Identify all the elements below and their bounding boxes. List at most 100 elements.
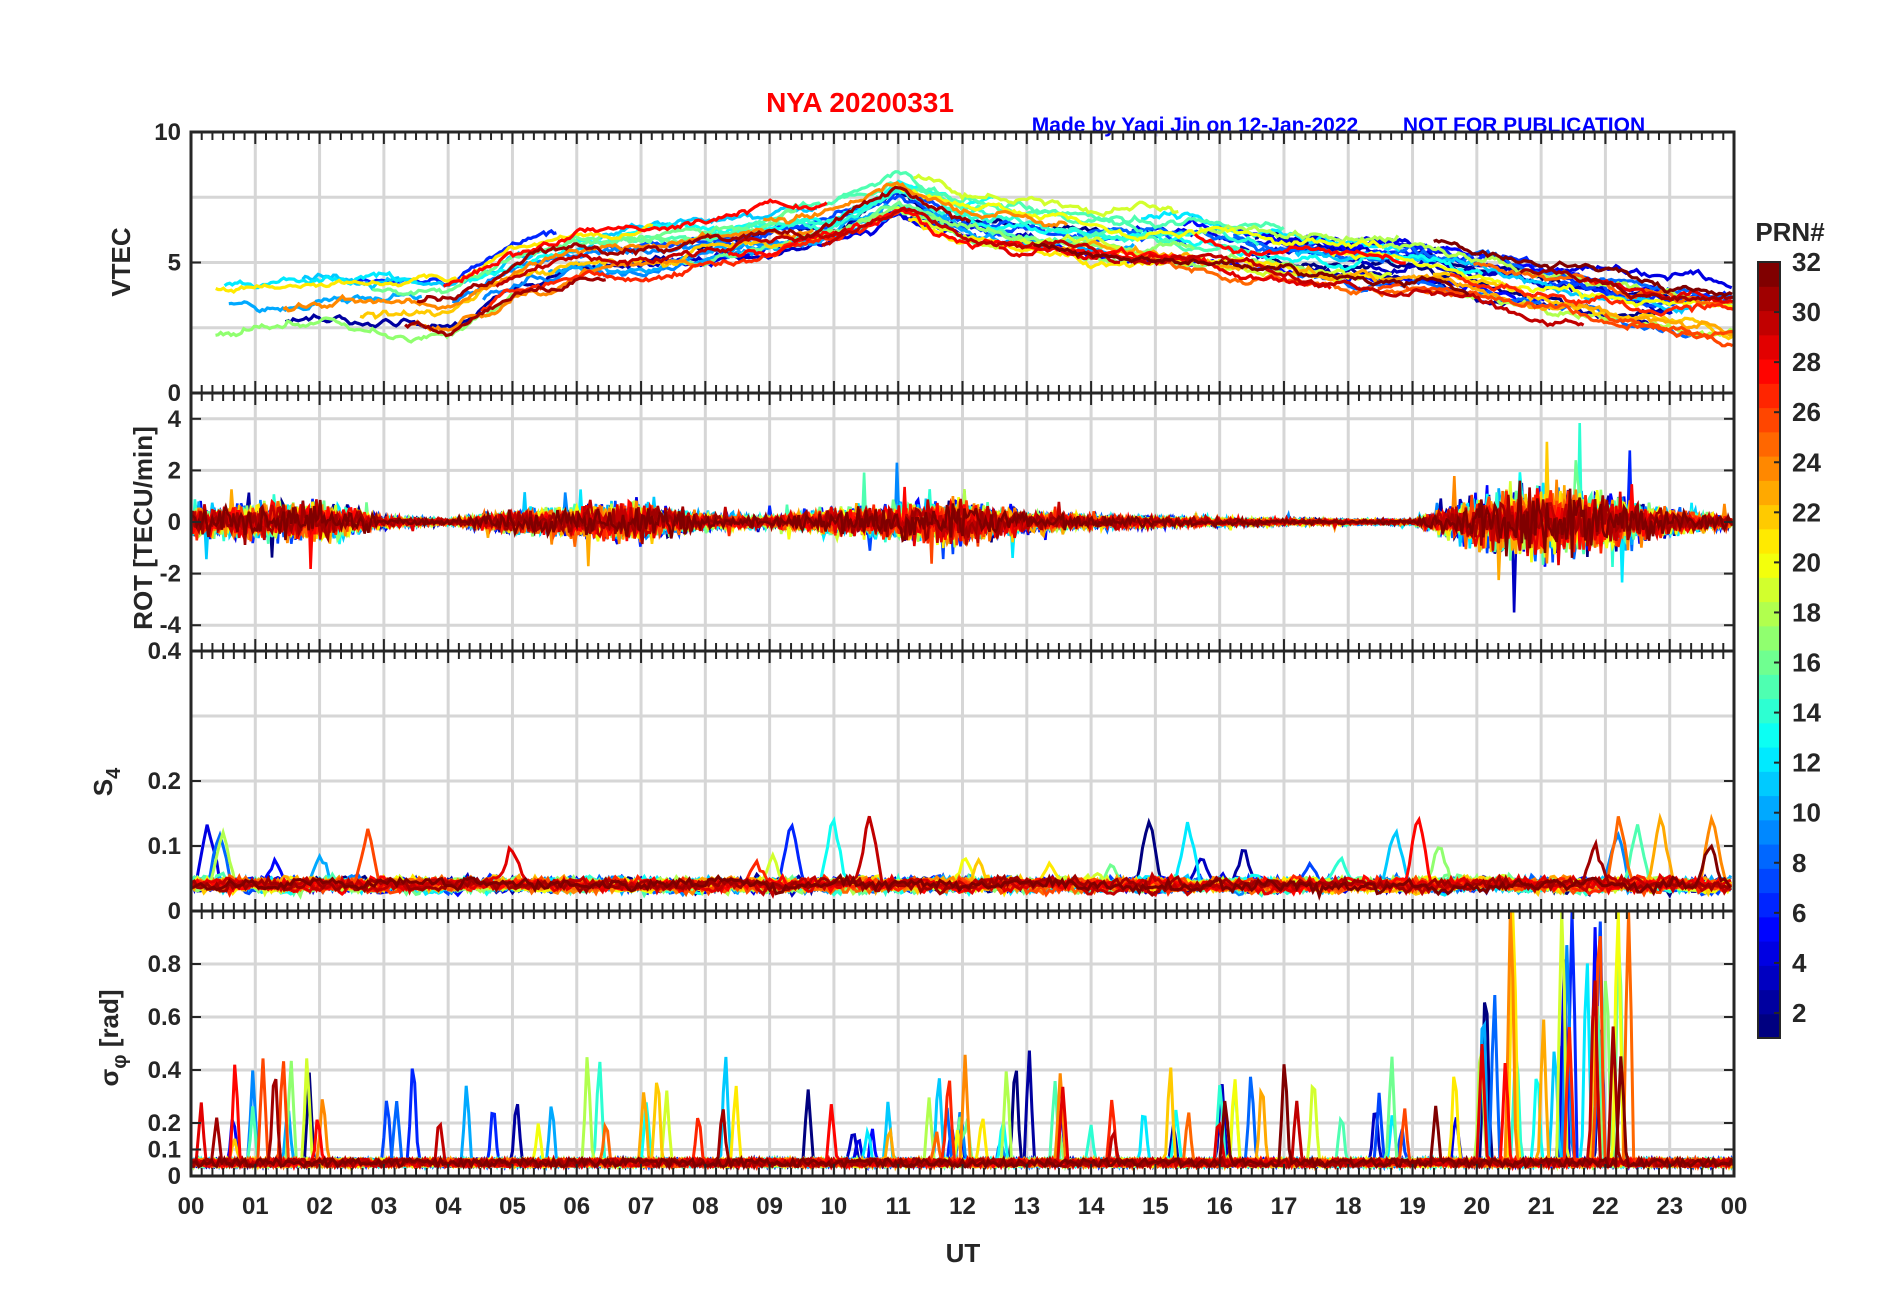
vtec-series-prn-31 — [404, 276, 607, 338]
colorbar-segment — [1758, 383, 1780, 409]
colorbar-segment — [1758, 262, 1780, 287]
x-tick-label: 16 — [1206, 1193, 1233, 1220]
colorbar-segment — [1758, 819, 1780, 845]
vtec-series-prn-24 — [282, 227, 814, 313]
vtec-series-prn-30 — [1132, 252, 1585, 328]
y-tick-label: 0 — [168, 509, 181, 536]
x-tick-label: 19 — [1399, 1193, 1426, 1220]
vtec-series-prn-20 — [1331, 250, 1735, 309]
x-tick-label: 10 — [821, 1193, 848, 1220]
colorbar-segment — [1758, 989, 1780, 1015]
s4-lines — [189, 812, 1733, 901]
y-tick-label: 0 — [168, 1163, 181, 1190]
vtec-series-prn-32 — [1033, 242, 1470, 296]
vtec-yticks: 0 5 10 — [154, 119, 181, 407]
sigma-phi-yticks: 00.10.2 0.4 0.6 0.8 — [148, 951, 182, 1190]
y-tick-label: -2 — [160, 561, 181, 588]
vtec-series-prn-32 — [1433, 238, 1733, 297]
y-tick-label: 10 — [154, 119, 181, 146]
y-tick-label: 5 — [168, 250, 181, 277]
colorbar-tick-label: 32 — [1792, 247, 1821, 277]
x-tick-label: 17 — [1271, 1193, 1298, 1220]
vtec-panel: 0 5 10 — [154, 119, 1736, 407]
vtec-series-prn-27 — [1449, 273, 1734, 318]
colorbar-segment — [1758, 407, 1780, 433]
colorbar-segment — [1758, 941, 1780, 966]
rot-ylabel: ROT [TECU/min] — [128, 426, 158, 630]
colorbar-tick-label: 4 — [1792, 948, 1807, 978]
colorbar-tick-label: 20 — [1792, 547, 1821, 577]
colorbar-segment — [1758, 892, 1780, 918]
colorbar-segment — [1758, 577, 1780, 603]
station-date-title: NYA 20200331 — [766, 87, 954, 118]
vtec-series-prn-18 — [1381, 242, 1735, 308]
colorbar-segment — [1758, 310, 1780, 336]
s4-ylabel: S4 — [88, 767, 125, 796]
x-tick-label: 15 — [1142, 1193, 1169, 1220]
colorbar-tick-label: 28 — [1792, 347, 1821, 377]
colorbar-tick-label: 24 — [1792, 447, 1821, 477]
rot-series-prn-32 — [190, 480, 1733, 558]
y-tick-label: 0.4 — [148, 638, 182, 665]
x-tick-label: 22 — [1592, 1193, 1619, 1220]
vtec-series-prn-20 — [890, 183, 1382, 250]
notice-text: NOT FOR PUBLICATION — [1403, 114, 1645, 137]
y-tick-label: 4 — [168, 406, 182, 433]
y-tick-label: 2 — [168, 457, 181, 484]
x-tick-label: 21 — [1528, 1193, 1555, 1220]
colorbar-segment — [1758, 359, 1780, 384]
colorbar-segment — [1758, 456, 1780, 481]
y-tick-label: 0.2 — [148, 1110, 181, 1137]
colorbar-segment — [1758, 528, 1780, 554]
x-tick-label: 08 — [692, 1193, 719, 1220]
vtec-series-prn-4 — [1528, 259, 1733, 290]
x-tick-labels: 00 01 02 03 04 05 06 07 08 09 10 11 12 13 14 15 16 17 18 19… — [178, 1193, 1748, 1220]
colorbar-tick-label: 16 — [1792, 648, 1821, 678]
colorbar-tick-label: 18 — [1792, 597, 1821, 627]
colorbar-frame — [1757, 261, 1781, 1039]
vtec-lines — [215, 170, 1735, 348]
colorbar-tick-label: 6 — [1792, 898, 1806, 928]
x-tick-label: 07 — [628, 1193, 655, 1220]
rot-lines — [189, 422, 1734, 613]
colorbar-tick-label: 30 — [1792, 297, 1821, 327]
vtec-series-prn-30 — [495, 226, 848, 288]
s4-yticks: 0 0.1 0.2 0.4 — [148, 638, 182, 925]
x-tick-label: 05 — [499, 1193, 526, 1220]
colorbar-segment — [1758, 625, 1780, 651]
y-tick-label: 0.1 — [148, 1137, 181, 1164]
colorbar-segment — [1758, 504, 1780, 530]
colorbar-segment — [1758, 698, 1780, 724]
vtec-series-prn-21 — [215, 223, 654, 295]
colorbar-segment — [1758, 601, 1780, 627]
vtec-series-prn-28 — [727, 208, 1208, 264]
colorbar-segment — [1758, 795, 1780, 821]
colorbar-segment — [1758, 334, 1780, 360]
colorbar-segment — [1758, 674, 1780, 700]
y-tick-label: 0.6 — [148, 1004, 181, 1031]
colorbar-segment — [1758, 722, 1780, 748]
x-tick-label: 20 — [1463, 1193, 1490, 1220]
colorbar-tick-label: 12 — [1792, 748, 1821, 778]
x-tick-label: 13 — [1013, 1193, 1040, 1220]
x-tick-label: 03 — [371, 1193, 398, 1220]
colorbar-segment — [1758, 747, 1780, 772]
x-tick-label: 02 — [306, 1193, 333, 1220]
sigma-phi-ylabel: σφ [rad] — [94, 989, 131, 1086]
vtec-series-prn-24 — [763, 180, 1068, 228]
colorbar-segment — [1758, 431, 1780, 457]
colorbar-segment — [1758, 1013, 1780, 1039]
vtec-ylabel: VTEC — [106, 227, 136, 297]
x-tick-label: 18 — [1335, 1193, 1362, 1220]
colorbar-tick-label: 14 — [1792, 698, 1821, 728]
sigma-phi-panel: 00.10.2 0.4 0.6 0.8 — [148, 909, 1736, 1190]
y-tick-label: 0.1 — [148, 833, 181, 860]
colorbar-label: PRN# — [1755, 217, 1825, 247]
x-tick-label: 11 — [886, 1193, 911, 1220]
colorbar-tick-label: 26 — [1792, 397, 1821, 427]
colorbar-tick-label: 2 — [1792, 998, 1806, 1028]
x-tick-label: 09 — [756, 1193, 783, 1220]
colorbar-tick-label: 10 — [1792, 798, 1821, 828]
